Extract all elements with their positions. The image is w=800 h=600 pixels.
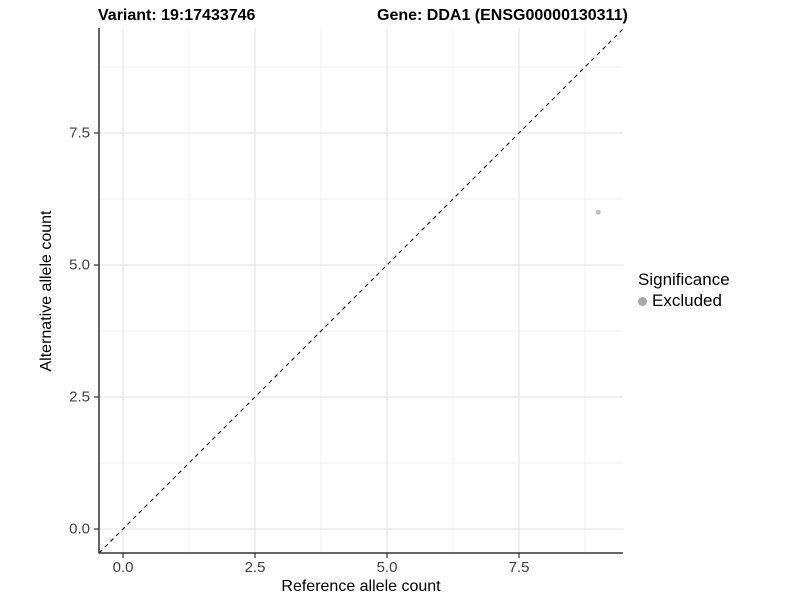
y-axis-title: Alternative allele count <box>38 210 55 372</box>
x-tick-label: 0.0 <box>112 559 134 576</box>
plot-title-gene: Gene: DDA1 (ENSG00000130311) <box>377 7 628 24</box>
legend-point-icon <box>638 296 647 306</box>
legend-title: Significance <box>638 270 730 289</box>
identity-dashed-line <box>98 28 624 554</box>
data-point <box>595 209 601 215</box>
y-tick-label: 2.5 <box>69 388 90 406</box>
x-axis-title: Reference allele count <box>281 578 441 595</box>
y-tick-label: 0.0 <box>69 520 90 538</box>
y-tick-label: 7.5 <box>69 124 90 142</box>
x-tick-label: 7.5 <box>508 559 530 576</box>
legend: Significance Excluded <box>638 270 730 311</box>
x-tick-label: 2.5 <box>244 559 266 576</box>
y-tick-label: 5.0 <box>69 256 90 274</box>
plot-title-variant: Variant: 19:17433746 <box>98 7 256 24</box>
x-tick-label: 5.0 <box>376 559 398 576</box>
legend-item-excluded: Excluded <box>638 291 730 311</box>
legend-item-label: Excluded <box>652 291 722 310</box>
